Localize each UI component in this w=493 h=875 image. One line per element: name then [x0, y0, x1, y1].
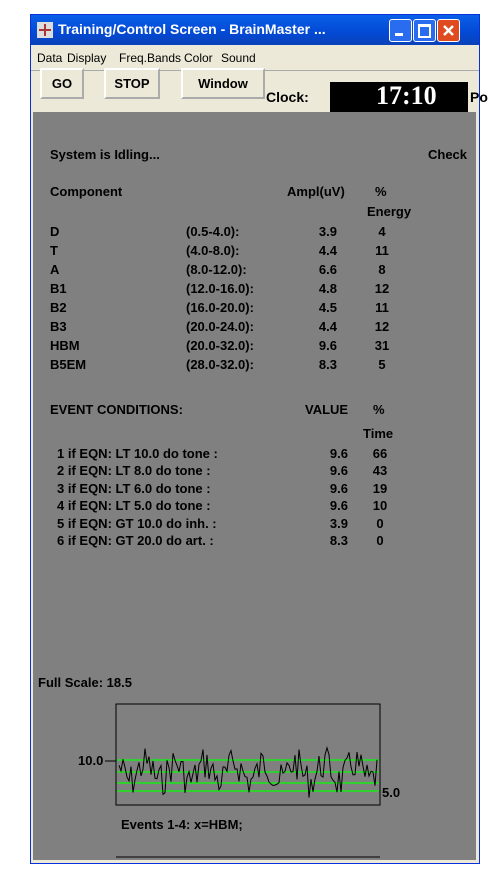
status: System is Idling... — [50, 147, 160, 162]
window-title: Training/Control Screen - BrainMaster ..… — [58, 21, 326, 37]
amplitude: 4.4 — [318, 319, 337, 334]
amplitude: 9.6 — [318, 338, 337, 353]
close-button[interactable] — [437, 19, 460, 42]
event-value: 9.6 — [329, 498, 348, 514]
column-header: Component — [50, 184, 123, 199]
button[interactable]: Window — [181, 68, 265, 99]
app-icon — [37, 22, 53, 38]
event-value: 3.9 — [329, 515, 348, 531]
band: (20.0-24.0): — [186, 319, 254, 334]
button[interactable]: STOP — [104, 68, 160, 99]
event-time: 0 — [376, 515, 384, 531]
energy: 31 — [374, 338, 390, 353]
waveform — [118, 745, 378, 798]
menu-item[interactable]: Sound — [221, 51, 256, 65]
column-header: % — [375, 184, 387, 199]
amplitude: 4.5 — [318, 300, 337, 315]
event-time: 66 — [372, 446, 388, 461]
axis-label: 10.0 — [78, 753, 104, 768]
event-condition: 6 if EQN: GT 20.0 do art. : — [57, 533, 214, 548]
event-condition: 5 if EQN: GT 10.0 do inh. : — [57, 515, 217, 531]
energy: 12 — [374, 281, 390, 296]
panel: System is Idling... Check Component Ampl(uV… — [33, 112, 476, 860]
button[interactable]: GO — [40, 68, 84, 99]
component-name: D — [50, 224, 60, 239]
band: (8.0-12.0): — [186, 262, 247, 277]
component-name: T — [50, 243, 58, 258]
event-condition: 2 if EQN: LT 8.0 do tone : — [57, 463, 211, 479]
band: (28.0-32.0): — [186, 357, 254, 372]
column-header: VALUE — [305, 402, 349, 417]
event-condition: 4 if EQN: LT 5.0 do tone : — [57, 498, 211, 514]
band: (20.0-32.0): — [186, 338, 254, 353]
component-name: B2 — [50, 300, 67, 315]
minimize-button[interactable] — [389, 19, 412, 42]
amplitude: 8.3 — [318, 357, 337, 372]
axis-label: 5.0 — [382, 785, 401, 800]
component-name: B1 — [50, 281, 67, 296]
event-value: 9.6 — [329, 463, 348, 479]
menu-item[interactable]: Color — [184, 51, 213, 65]
component-name: B3 — [50, 319, 67, 334]
energy: 8 — [378, 262, 386, 277]
status-right: Check — [428, 147, 468, 162]
clock-display — [330, 82, 468, 112]
amplitude: 3.9 — [318, 224, 337, 239]
event-time: 43 — [372, 463, 388, 479]
energy: 11 — [375, 243, 389, 258]
maximize-button[interactable] — [413, 19, 436, 42]
event-value: 9.6 — [329, 480, 348, 496]
menu-item[interactable]: Data — [37, 51, 63, 65]
event-value: 8.3 — [329, 533, 348, 548]
amplitude: 4.8 — [318, 281, 337, 296]
full-scale: Full Scale: 18.5 — [38, 675, 132, 690]
column-header: % — [373, 402, 385, 417]
event-time: 0 — [376, 533, 384, 548]
clock-label: Clock: — [266, 89, 309, 105]
band: (0.5-4.0): — [186, 224, 240, 239]
event-condition: 3 if EQN: LT 6.0 do tone : — [57, 480, 211, 496]
component-name: HBM — [50, 338, 80, 353]
column-header: Energy — [367, 204, 412, 219]
title-bar: Training/Control Screen - BrainMaster ..… — [31, 15, 479, 45]
amplitude: 4.4 — [318, 243, 337, 258]
band: (16.0-20.0): — [186, 300, 254, 315]
energy: 11 — [375, 300, 389, 315]
band: (12.0-16.0): — [186, 281, 254, 296]
caption: Events 1-4: x=HBM; — [121, 817, 243, 832]
event-value: 9.6 — [329, 446, 348, 461]
column-header: Time — [363, 426, 394, 441]
clock-suffix: Po — [470, 89, 488, 105]
menu-item[interactable]: Display — [67, 51, 107, 65]
component-name: B5EM — [50, 357, 87, 372]
event-time: 10 — [372, 498, 388, 514]
energy: 4 — [378, 224, 386, 239]
component-name: A — [50, 262, 60, 277]
energy: 5 — [378, 357, 386, 372]
band: (4.0-8.0): — [186, 243, 240, 258]
event-condition: 1 if EQN: LT 10.0 do tone : — [57, 446, 218, 461]
menu-item[interactable]: Freq.Bands — [119, 51, 182, 65]
event-time: 19 — [372, 480, 388, 496]
column-header: Ampl(uV) — [287, 184, 345, 199]
clock: 17:10 — [376, 81, 437, 110]
graph — [105, 703, 381, 858]
amplitude: 6.6 — [318, 262, 337, 277]
section-header: EVENT CONDITIONS: — [50, 402, 183, 417]
energy: 12 — [374, 319, 390, 334]
menu-bar: Data Display Freq.Bands Color Sound — [31, 46, 479, 71]
